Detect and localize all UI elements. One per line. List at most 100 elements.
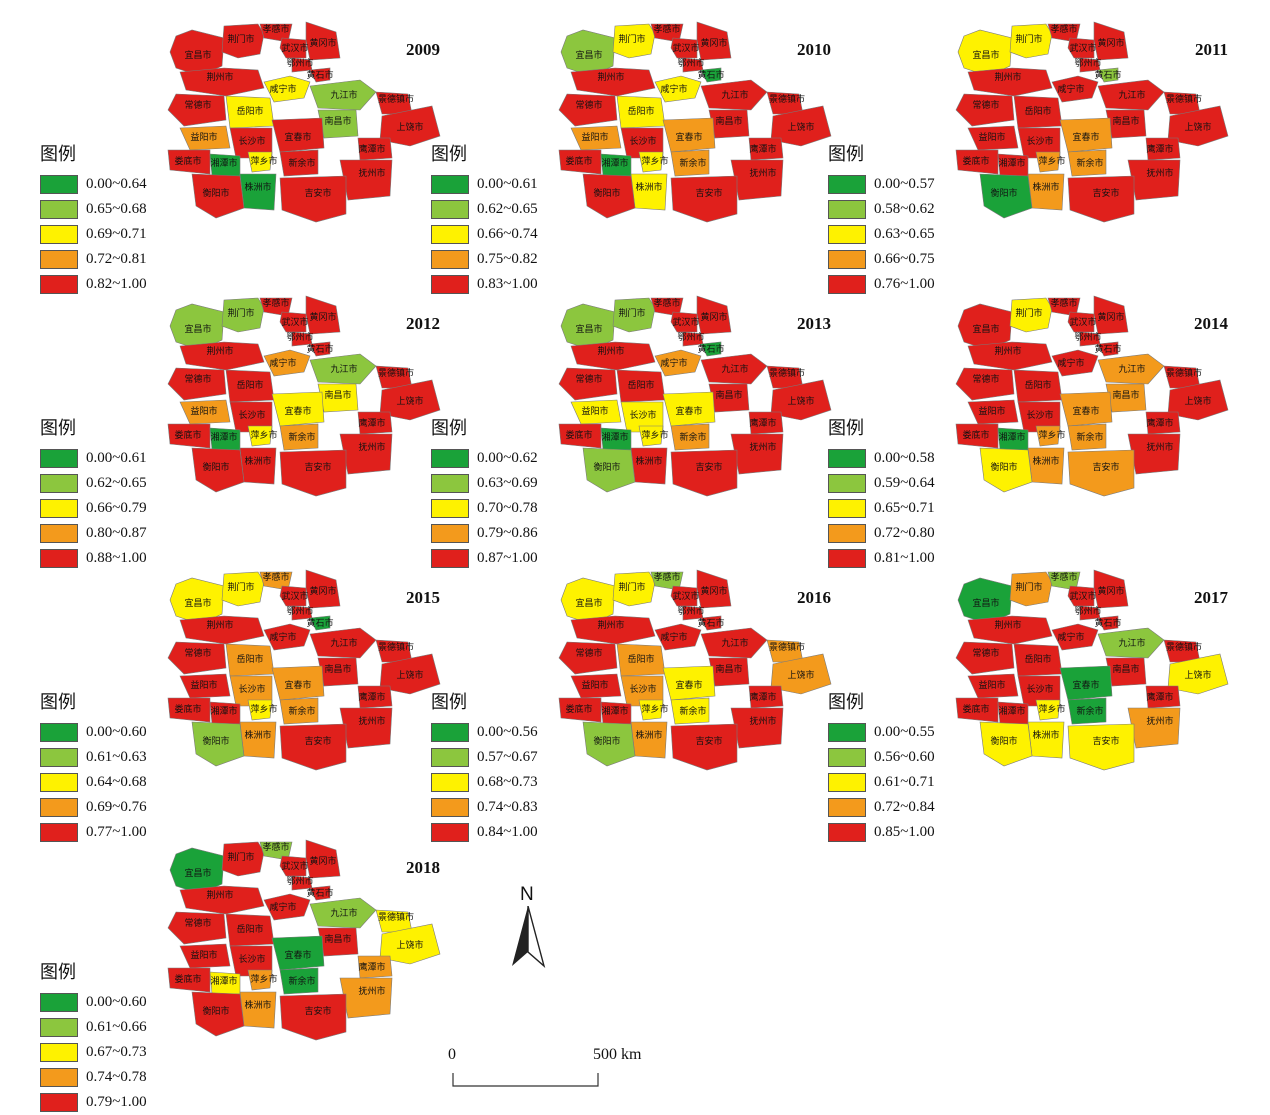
- legend-label: 0.83~1.00: [477, 276, 538, 292]
- city-label-yichun: 宜春市: [284, 405, 311, 417]
- city-label-xinyu: 新余市: [679, 705, 706, 717]
- legend-title: 图例: [431, 692, 467, 713]
- city-label-yueyang: 岳阳市: [236, 105, 263, 117]
- city-label-huangshi: 黄石市: [306, 69, 333, 81]
- legend-swatch: [40, 773, 78, 792]
- year-label: 2013: [797, 314, 831, 333]
- city-label-huanggang: 黄冈市: [309, 311, 336, 323]
- city-label-yingtan: 鹰潭市: [358, 417, 385, 429]
- legend: 图例 0.00~0.61 0.62~0.65 0.66~0.79 0.80~0.87 0.…: [40, 414, 190, 571]
- region-fuzhou: [730, 159, 784, 201]
- region-yichun: [271, 117, 325, 153]
- legend: 图例 0.00~0.60 0.61~0.63 0.64~0.68 0.69~0.76 0.…: [40, 688, 190, 845]
- region-xianning: [263, 349, 311, 377]
- legend-label: 0.00~0.57: [874, 176, 935, 192]
- region-shangrao: [770, 653, 832, 695]
- legend-label: 0.57~0.67: [477, 749, 538, 765]
- city-label-huanggang: 黄冈市: [309, 37, 336, 49]
- region-huanggang: [1093, 569, 1129, 609]
- region-fuzhou: [1127, 707, 1181, 749]
- city-label-fuzhou: 抚州市: [749, 441, 776, 453]
- city-label-jian: 吉安市: [1092, 735, 1119, 747]
- legend-label: 0.72~0.81: [86, 251, 147, 267]
- legend-label: 0.79~0.86: [477, 525, 538, 541]
- legend-item: 0.66~0.74: [431, 222, 581, 247]
- legend-label: 0.68~0.73: [477, 774, 538, 790]
- city-label-jiujiang: 九江市: [721, 89, 748, 101]
- legend-item: 0.56~0.60: [828, 745, 978, 770]
- city-label-ezhou: 鄂州市: [286, 605, 313, 617]
- map-panel-2015: 宜昌市 荆门市 孝感市 武汉市 黄冈市 鄂州市 黄石市 荆州市 咸宁市 九江市 景德镇市 常德市 岳阳市…: [40, 558, 441, 842]
- legend-item: 0.00~0.57: [828, 172, 978, 197]
- city-label-yichang: 宜昌市: [972, 597, 999, 609]
- region-huangshi: [1097, 341, 1119, 357]
- legend-label: 0.61~0.71: [874, 774, 935, 790]
- legend-item: 0.74~0.78: [40, 1065, 190, 1090]
- city-label-zhuzhou: 株洲市: [1032, 181, 1059, 193]
- region-yiyang: [570, 399, 622, 425]
- legend-label: 0.64~0.68: [86, 774, 147, 790]
- city-label-wuhan: 武汉市: [281, 42, 308, 54]
- city-label-fuzhou: 抚州市: [1146, 441, 1173, 453]
- legend-label: 0.61~0.63: [86, 749, 147, 765]
- city-label-xiaogan: 孝感市: [653, 571, 680, 583]
- city-label-huangshi: 黄石市: [1094, 617, 1121, 629]
- legend-swatch: [828, 823, 866, 842]
- city-label-jingmen: 荆门市: [227, 581, 254, 593]
- legend-swatch: [431, 524, 469, 543]
- legend-label: 0.65~0.68: [86, 201, 147, 217]
- map-panel-2017: 宜昌市 荆门市 孝感市 武汉市 黄冈市 鄂州市 黄石市 荆州市 咸宁市 九江市 景德镇市 常德市 岳阳市…: [828, 558, 1229, 842]
- legend-swatch: [828, 798, 866, 817]
- region-jingmen: [221, 23, 265, 59]
- region-jiujiang: [700, 627, 768, 659]
- city-label-shangrao: 上饶市: [1184, 121, 1211, 133]
- region-hengyang: [191, 447, 245, 493]
- city-label-yichang: 宜昌市: [972, 49, 999, 61]
- city-label-changsha: 长沙市: [238, 135, 265, 147]
- legend-item: 0.69~0.71: [40, 222, 190, 247]
- city-label-yueyang: 岳阳市: [1024, 105, 1051, 117]
- legend-item: 0.88~1.00: [40, 546, 190, 571]
- region-yiyang: [967, 125, 1019, 151]
- legend-item: 0.00~0.56: [431, 720, 581, 745]
- region-xianning: [654, 623, 702, 651]
- legend-item: 0.82~1.00: [40, 272, 190, 297]
- city-label-fuzhou: 抚州市: [1146, 715, 1173, 727]
- city-label-shangrao: 上饶市: [396, 669, 423, 681]
- region-loudi: [167, 149, 211, 175]
- city-label-yiyang: 益阳市: [978, 405, 1005, 417]
- region-jiujiang: [700, 353, 768, 385]
- region-jiujiang: [1097, 79, 1165, 111]
- city-label-yueyang: 岳阳市: [627, 379, 654, 391]
- year-label: 2018: [406, 858, 440, 877]
- region-huangshi: [700, 67, 722, 83]
- region-changde: [955, 641, 1015, 675]
- city-label-yingtan: 鹰潭市: [358, 143, 385, 155]
- region-jiujiang: [1097, 627, 1165, 659]
- city-label-jingzhou: 荆州市: [206, 619, 233, 631]
- city-label-xianning: 咸宁市: [269, 357, 296, 369]
- legend-item: 0.66~0.75: [828, 247, 978, 272]
- legend-item: 0.79~0.86: [431, 521, 581, 546]
- legend-label: 0.56~0.60: [874, 749, 935, 765]
- legend-swatch: [431, 499, 469, 518]
- city-label-shangrao: 上饶市: [396, 121, 423, 133]
- city-label-yueyang: 岳阳市: [1024, 653, 1051, 665]
- legend-swatch: [828, 175, 866, 194]
- region-xianning: [654, 349, 702, 377]
- city-label-jiujiang: 九江市: [1118, 363, 1145, 375]
- legend-label: 0.63~0.69: [477, 475, 538, 491]
- region-jian: [670, 449, 738, 497]
- city-label-jingdezhen: 景德镇市: [1166, 367, 1202, 379]
- legend-item: 0.58~0.62: [828, 197, 978, 222]
- legend: 图例 0.00~0.58 0.59~0.64 0.65~0.71 0.72~0.80 0.…: [828, 414, 978, 571]
- legend-swatch: [828, 474, 866, 493]
- city-label-pingxiang: 萍乡市: [1038, 155, 1065, 167]
- legend-swatch: [431, 449, 469, 468]
- region-huanggang: [305, 295, 341, 335]
- legend-swatch: [40, 798, 78, 817]
- region-yingtan: [1145, 137, 1181, 161]
- region-changsha: [620, 401, 664, 433]
- region-xinyu: [279, 423, 319, 451]
